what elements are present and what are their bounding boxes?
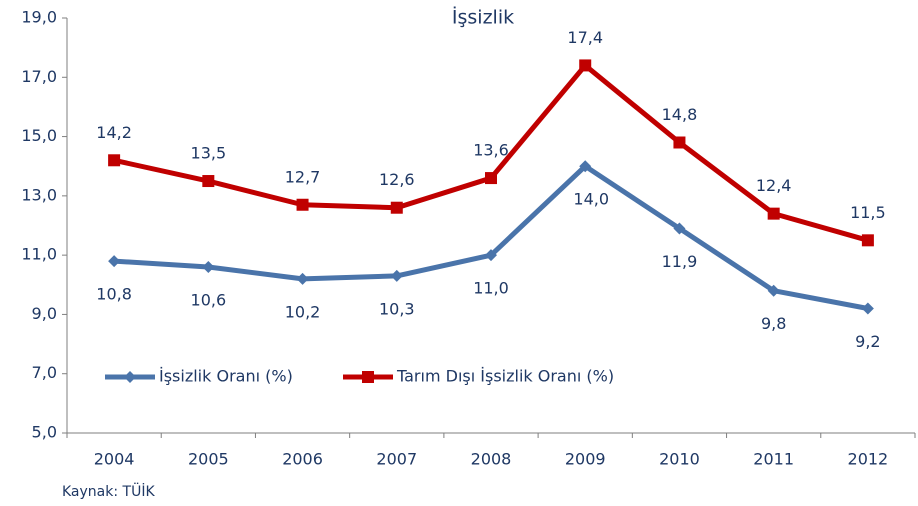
- x-tick-label: 2004: [94, 450, 135, 469]
- x-tick-label: 2008: [471, 450, 512, 469]
- y-tick-label: 13,0: [21, 185, 57, 204]
- marker: [108, 255, 121, 268]
- marker: [767, 284, 780, 297]
- marker: [296, 198, 309, 211]
- x-tick-label: 2006: [282, 450, 323, 469]
- marker: [362, 371, 374, 383]
- marker: [390, 269, 403, 282]
- marker: [485, 249, 497, 262]
- y-tick-label: 9,0: [32, 304, 57, 323]
- data-label: 10,2: [285, 302, 321, 321]
- marker: [767, 207, 780, 220]
- y-tick-label: 5,0: [32, 423, 57, 442]
- data-label: 14,8: [662, 105, 698, 124]
- marker: [579, 160, 592, 173]
- x-tick-label: 2010: [659, 450, 700, 469]
- data-label: 12,7: [285, 167, 321, 186]
- data-label: 14,0: [573, 190, 609, 209]
- x-tick-label: 2005: [188, 450, 229, 469]
- x-tick-label: 2009: [565, 450, 606, 469]
- marker: [296, 272, 309, 285]
- source-note: Kaynak: TÜİK: [62, 482, 155, 500]
- y-tick-label: 7,0: [32, 363, 57, 382]
- y-tick-label: 15,0: [21, 126, 57, 145]
- legend-label: Tarım Dışı İşsizlik Oranı (%): [396, 367, 614, 386]
- data-label: 9,2: [855, 332, 880, 351]
- data-label: 10,3: [379, 299, 415, 318]
- marker: [673, 222, 686, 235]
- marker: [202, 261, 215, 273]
- y-tick-label: 11,0: [21, 245, 57, 264]
- data-label: 17,4: [567, 28, 603, 47]
- x-tick-label: 2011: [753, 450, 794, 469]
- x-tick-label: 2007: [376, 450, 417, 469]
- marker: [673, 136, 686, 149]
- marker: [202, 175, 215, 188]
- marker: [861, 234, 874, 247]
- x-tick-label: 2012: [848, 450, 889, 469]
- data-label: 13,6: [473, 141, 509, 160]
- data-label: 11,5: [850, 203, 886, 222]
- legend-label: İşsizlik Oranı (%): [159, 367, 293, 386]
- y-tick-label: 19,0: [21, 8, 57, 27]
- data-label: 10,8: [96, 285, 132, 304]
- data-label: 9,8: [761, 314, 786, 333]
- y-tick-label: 17,0: [21, 67, 57, 86]
- marker: [108, 154, 121, 167]
- data-label: 12,4: [756, 176, 792, 195]
- marker: [124, 371, 136, 383]
- data-label: 12,6: [379, 170, 415, 189]
- data-label: 11,9: [662, 252, 698, 271]
- marker: [390, 201, 403, 214]
- marker: [485, 172, 497, 185]
- data-label: 10,6: [191, 291, 227, 310]
- data-label: 14,2: [96, 123, 132, 142]
- data-label: 13,5: [191, 144, 227, 163]
- chart-title: İşsizlik: [452, 6, 514, 29]
- marker: [861, 302, 874, 315]
- data-label: 11,0: [473, 279, 509, 298]
- marker: [579, 59, 592, 72]
